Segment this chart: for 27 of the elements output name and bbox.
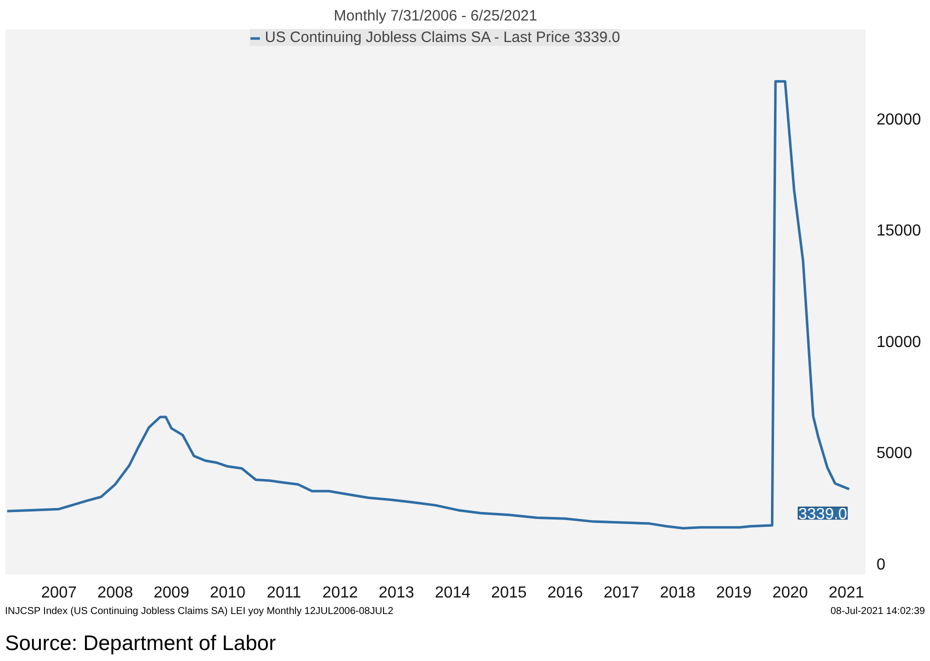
y-tick-label: 0 bbox=[876, 556, 886, 574]
x-tick-label: 2019 bbox=[716, 584, 752, 602]
x-tick-label: 2011 bbox=[266, 584, 302, 602]
chart-subtitle: Monthly 7/31/2006 - 6/25/2021 bbox=[334, 8, 538, 24]
legend-label: US Continuing Jobless Claims SA - Last Price 3339.0 bbox=[264, 29, 620, 46]
x-tick-label: 2014 bbox=[434, 584, 471, 602]
text: INJCSP Index (US Continuing Jobless Claims SA) LEI yoy Monthly 12JUL2006-08JUL2 bbox=[5, 605, 394, 619]
y-tick-label: 10000 bbox=[876, 334, 922, 351]
x-tick-label: 2018 bbox=[660, 584, 696, 602]
x-tick-label: 2012 bbox=[322, 584, 358, 602]
x-tick-label: 2017 bbox=[604, 584, 640, 602]
x-tick-label: 2020 bbox=[772, 584, 808, 602]
line-series bbox=[6, 80, 850, 530]
x-tick-label: 2016 bbox=[547, 584, 584, 602]
x-tick-label: 2009 bbox=[154, 584, 190, 602]
text: 08-Jul-2021 14:02:39 bbox=[830, 605, 925, 619]
annotation: 3339.0 bbox=[798, 506, 848, 524]
y-tick-label: 20000 bbox=[876, 111, 922, 128]
x-tick-label: 2013 bbox=[378, 584, 414, 602]
y-tick-label: 5000 bbox=[876, 445, 912, 462]
x-tick-label: 2015 bbox=[491, 584, 527, 602]
x-tick-label: 2007 bbox=[41, 584, 77, 602]
x-tick-label: 2008 bbox=[97, 584, 134, 602]
y-tick-label: 15000 bbox=[876, 222, 922, 240]
source-note: Source: Department of Labor bbox=[5, 631, 276, 658]
x-tick-label: 2021 bbox=[828, 584, 864, 602]
x-tick-label: 2010 bbox=[210, 584, 246, 602]
